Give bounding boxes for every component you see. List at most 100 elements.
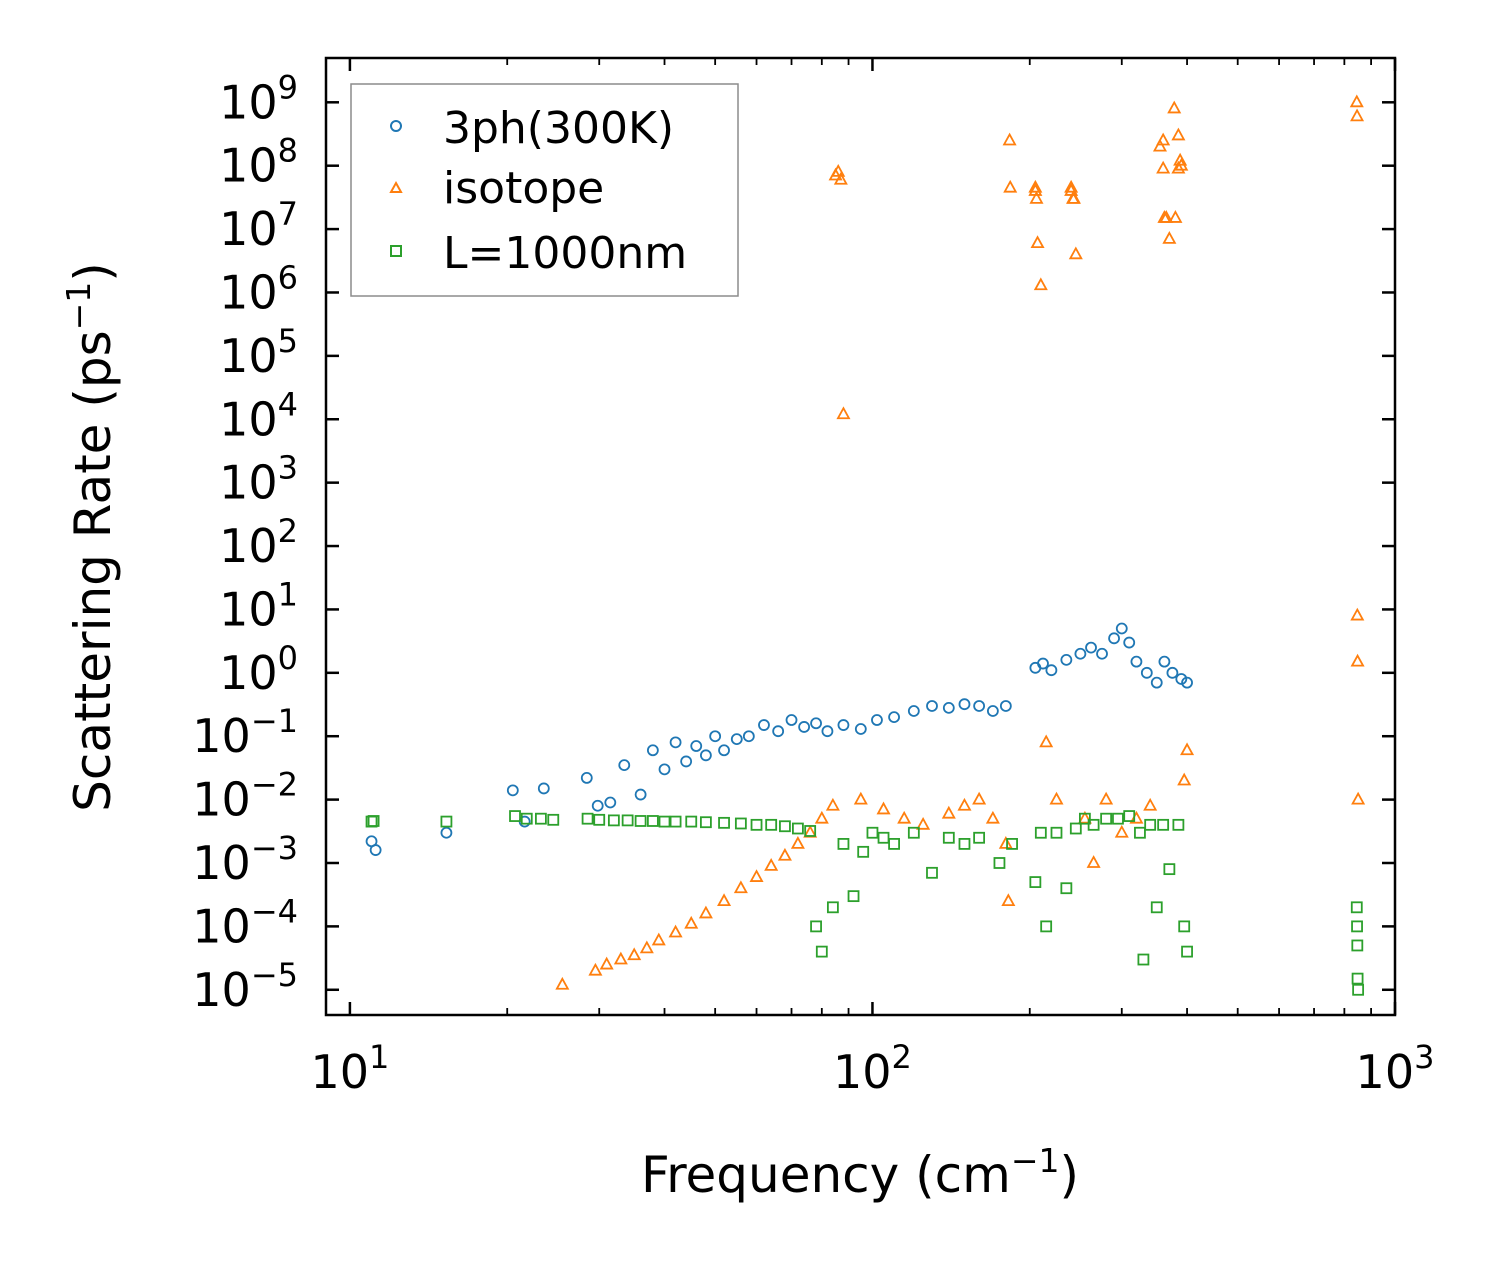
x-axis-label-end: ) [1060, 1146, 1080, 1204]
data-point-isotope [1049, 791, 1064, 805]
x-tick-label-base: 10 [310, 1045, 369, 1099]
data-point-3ph [506, 784, 519, 797]
y-tick-label-base: 10 [219, 392, 278, 446]
data-point-l1000nm [973, 831, 986, 844]
data-point-3ph [1037, 657, 1049, 670]
data-point-3ph [604, 796, 617, 809]
data-point-3ph [942, 701, 955, 714]
data-point-l1000nm [1029, 876, 1042, 888]
data-point-isotope [1351, 791, 1366, 805]
data-point-isotope [831, 163, 846, 177]
data-point-isotope [1077, 810, 1092, 824]
data-point-isotope [1114, 824, 1129, 838]
data-point-l1000nm [440, 815, 453, 828]
data-point-3ph [646, 744, 659, 757]
data-point-l1000nm [699, 816, 712, 829]
data-point-3ph [718, 744, 730, 757]
data-point-3ph [1108, 632, 1120, 645]
data-point-l1000nm [607, 814, 620, 827]
data-point-isotope [1177, 772, 1192, 786]
data-point-3ph [1115, 622, 1128, 635]
x-tick-label-exponent: 3 [1414, 1038, 1434, 1076]
data-point-l1000nm [1034, 826, 1047, 839]
y-axis-label: Scattering Rate (ps−1) [59, 262, 122, 812]
data-point-l1000nm [1144, 818, 1157, 831]
plot-frame [324, 56, 1397, 1017]
y-tick-label-base: 10 [219, 265, 278, 319]
data-point-isotope [613, 951, 628, 965]
data-point-l1000nm [718, 816, 730, 829]
data-point-l1000nm [1087, 818, 1100, 831]
data-point-l1000nm [1351, 920, 1363, 933]
data-point-l1000nm [993, 857, 1006, 869]
data-point-isotope [1180, 742, 1195, 756]
data-point-3ph [1123, 636, 1136, 649]
x-axis-label: Frequency (cm−1) [641, 1141, 1079, 1204]
y-tick-label: 107 [219, 195, 298, 256]
data-point-l1000nm [734, 817, 747, 830]
data-point-isotope [916, 816, 931, 830]
y-tick-label-exponent: −1 [251, 702, 298, 740]
data-point-l1000nm [1157, 818, 1170, 831]
data-point-3ph [999, 700, 1012, 712]
data-point-3ph [669, 736, 682, 749]
data-point-isotope [876, 801, 891, 815]
y-tick-label: 10−5 [192, 956, 298, 1017]
data-point-isotope [684, 915, 699, 929]
y-tick-label-base: 10 [219, 329, 278, 383]
data-point-l1000nm [877, 831, 890, 844]
y-tick-label-exponent: 1 [278, 575, 298, 613]
data-point-l1000nm [1181, 945, 1193, 958]
data-point-isotope [972, 791, 987, 805]
y-tick-label-base: 10 [192, 709, 251, 763]
y-tick-label: 105 [219, 322, 298, 383]
data-point-3ph [591, 799, 604, 812]
data-point-3ph [690, 740, 703, 752]
data-point-l1000nm [1137, 953, 1150, 966]
data-point-3ph [1096, 647, 1108, 660]
data-point-l1000nm [534, 812, 547, 825]
data-point-isotope [1152, 138, 1167, 152]
data-point-isotope [1066, 190, 1081, 204]
y-tick-label-exponent: −2 [251, 766, 298, 804]
data-point-isotope [1086, 855, 1101, 868]
y-tick-label: 103 [219, 449, 298, 510]
data-point-l1000nm [593, 813, 606, 826]
data-point-3ph [973, 700, 986, 712]
data-point-3ph [1130, 655, 1143, 668]
data-point-3ph [821, 725, 834, 738]
y-tick-label-exponent: 0 [278, 639, 298, 677]
data-point-l1000nm [547, 813, 560, 826]
data-point-isotope [1350, 607, 1365, 621]
data-point-isotope [1029, 190, 1044, 204]
data-point-l1000nm [750, 818, 763, 831]
data-point-isotope [1168, 210, 1183, 223]
data-point-isotope [1349, 94, 1364, 108]
data-point-l1000nm [942, 831, 955, 844]
y-tick-label-base: 10 [219, 456, 278, 510]
data-point-3ph [758, 719, 770, 731]
data-point-3ph [837, 719, 850, 731]
data-point-isotope [1033, 277, 1048, 291]
data-point-isotope [777, 847, 792, 861]
data-point-l1000nm [520, 812, 533, 825]
data-point-3ph [888, 711, 900, 724]
data-point-3ph [798, 721, 811, 733]
data-point-l1000nm [646, 815, 659, 827]
y-tick-label-base: 10 [219, 139, 278, 193]
data-point-3ph [658, 763, 671, 776]
data-point-3ph [1085, 641, 1097, 654]
y-tick-label-exponent: 5 [278, 322, 298, 360]
data-point-isotope [1002, 132, 1017, 146]
data-point-3ph [958, 698, 971, 711]
legend-marker-triangle [389, 180, 403, 193]
data-point-isotope [588, 962, 603, 976]
x-axis-label-sup: −1 [1011, 1141, 1060, 1180]
data-point-l1000nm [810, 920, 822, 933]
data-point-l1000nm [581, 812, 594, 825]
data-point-3ph [810, 717, 822, 730]
y-tick-label-base: 10 [192, 963, 251, 1017]
data-point-3ph [1150, 676, 1163, 689]
data-point-3ph [730, 733, 743, 746]
